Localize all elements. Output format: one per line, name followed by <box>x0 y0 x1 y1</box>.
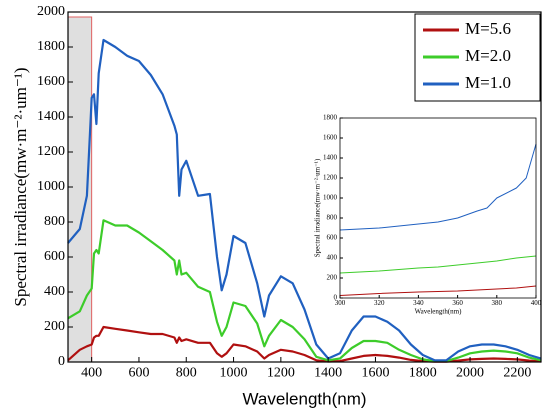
y-tick-label: 200 <box>44 319 65 334</box>
series-line <box>339 255 537 274</box>
y-tick-label: 1200 <box>323 174 338 182</box>
axes-frame <box>339 117 537 299</box>
x-axis-label: Wavelength(nm) <box>242 389 366 408</box>
plot-area <box>340 118 536 298</box>
y-tick-label: 800 <box>327 214 338 222</box>
x-tick-label: 2200 <box>503 365 531 380</box>
x-tick-label: 380 <box>492 299 503 307</box>
x-tick-label: 800 <box>176 365 197 380</box>
y-axis-label: Spectral irradiance(mw·m⁻²·um⁻¹) <box>314 158 322 257</box>
x-tick-label: 400 <box>531 299 542 307</box>
x-tick-label: 300 <box>335 299 346 307</box>
y-tick-label: 600 <box>44 249 65 264</box>
x-tick-label: 1000 <box>220 365 248 380</box>
x-tick-label: 600 <box>128 365 149 380</box>
series-line <box>339 143 537 231</box>
y-tick-label: 1800 <box>323 114 338 122</box>
y-tick-label: 1200 <box>37 144 65 159</box>
y-tick-label: 0 <box>334 294 338 302</box>
series-line <box>339 285 537 296</box>
y-tick-label: 1000 <box>323 194 338 202</box>
x-tick-label: 400 <box>81 365 102 380</box>
legend-label: M=2.0 <box>465 46 511 65</box>
x-tick-label: 1800 <box>409 365 437 380</box>
y-tick-label: 1400 <box>37 109 65 124</box>
y-tick-label: 400 <box>44 284 65 299</box>
legend-label: M=5.6 <box>465 19 511 38</box>
series-line <box>67 38 542 362</box>
y-tick-label: 200 <box>327 274 338 282</box>
x-tick-label: 340 <box>413 299 424 307</box>
y-tick-label: 1600 <box>323 134 338 142</box>
x-tick-label: 360 <box>452 299 463 307</box>
y-tick-label: 1000 <box>37 179 65 194</box>
y-tick-label: 2000 <box>37 4 65 19</box>
y-tick-label: 800 <box>44 214 65 229</box>
x-axis-label: Wavelength(nm) <box>415 308 463 316</box>
y-tick-label: 1600 <box>37 74 65 89</box>
y-tick-label: 600 <box>327 234 338 242</box>
legend-label: M=1.0 <box>465 73 511 92</box>
y-tick-label: 0 <box>58 354 65 369</box>
x-tick-label: 2000 <box>456 365 484 380</box>
y-axis-label: Spectral irradiance(mw·m⁻²·um⁻¹) <box>11 67 30 306</box>
x-tick-label: 1400 <box>314 365 342 380</box>
x-tick-label: 1200 <box>267 365 295 380</box>
y-tick-label: 1800 <box>37 39 65 54</box>
y-tick-label: 1400 <box>323 154 338 162</box>
y-tick-label: 400 <box>327 254 338 262</box>
x-tick-label: 320 <box>374 299 385 307</box>
x-tick-label: 1600 <box>361 365 389 380</box>
